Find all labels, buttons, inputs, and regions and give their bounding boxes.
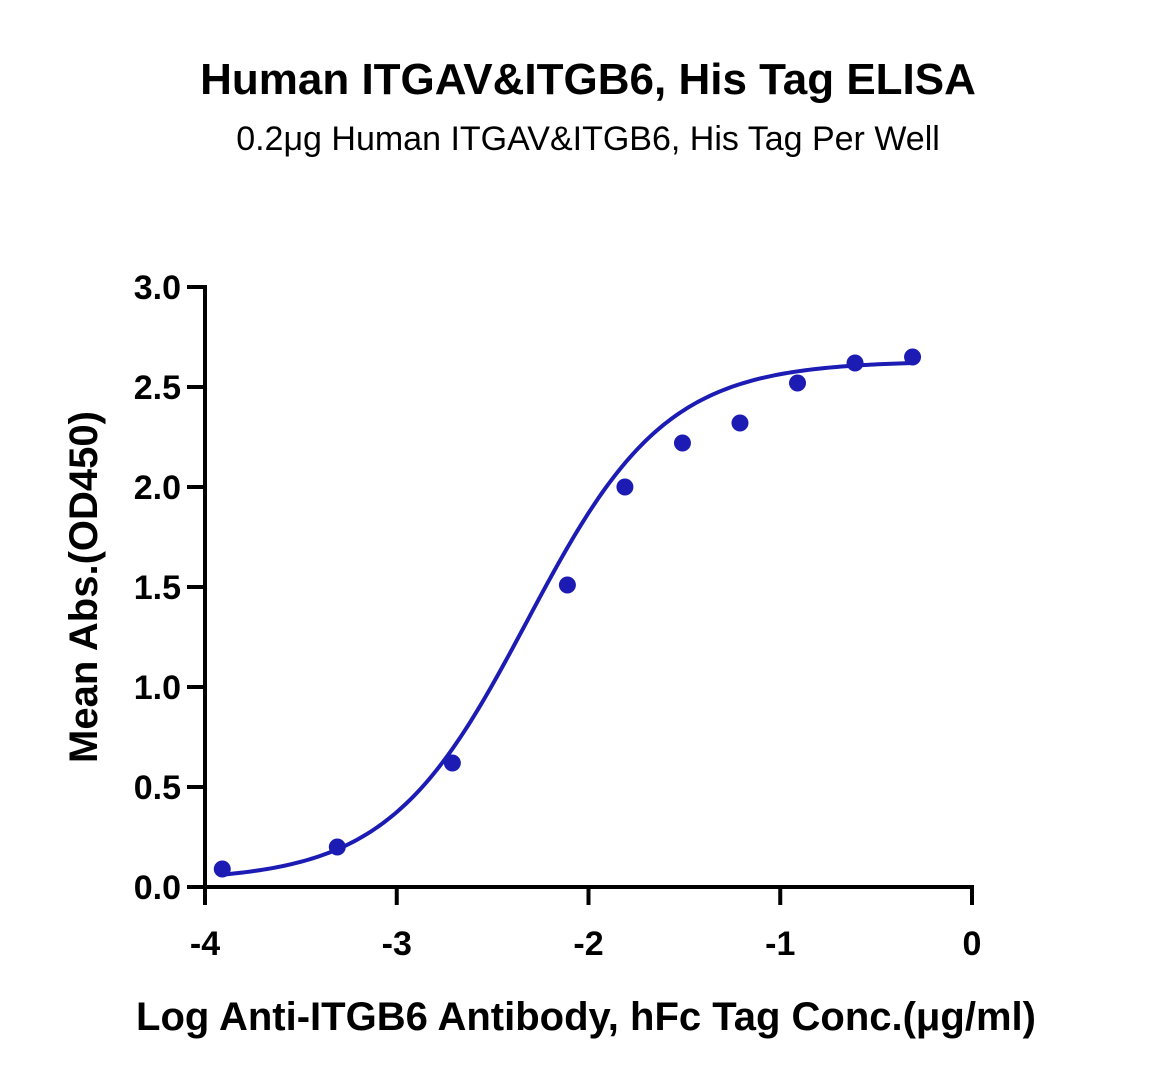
x-tick-label: -2 [573,925,603,963]
data-point [789,374,807,392]
data-point [616,478,634,496]
data-point [558,576,576,594]
data-point [904,348,922,366]
chart-title: Human ITGAV&ITGB6, His Tag ELISA [200,55,976,104]
x-tick-label: 0 [963,925,982,963]
y-tick-label: 3.0 [134,269,181,307]
data-point [213,860,231,878]
data-point [846,354,864,372]
y-tick-label: 0.5 [134,769,181,807]
data-point [328,838,346,856]
x-tick-label: -3 [382,925,412,963]
y-tick-label: 2.5 [134,369,181,407]
x-axis-label: Log Anti-ITGB6 Antibody, hFc Tag Conc.(μ… [136,995,1036,1039]
y-tick-label: 1.5 [134,569,181,607]
x-tick-label: -4 [190,925,220,963]
y-axis-label: Mean Abs.(OD450) [62,411,106,763]
y-tick-label: 1.0 [134,669,181,707]
data-point [443,754,461,772]
chart-subtitle: 0.2μg Human ITGAV&ITGB6, His Tag Per Wel… [236,120,940,158]
y-tick-label: 0.0 [134,869,181,907]
fit-curve [222,361,913,877]
data-point [673,434,691,452]
y-tick-label: 2.0 [134,469,181,507]
plot-area: 0.0 0.5 1.0 1.5 2.0 2.5 3.0 -4 -3 -2 -1 0 [134,269,982,963]
data-point [731,414,749,432]
x-tick-label: -1 [765,925,795,963]
